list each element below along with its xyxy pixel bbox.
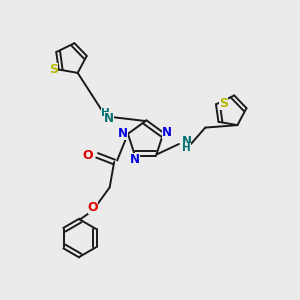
Text: N: N	[182, 134, 191, 148]
Text: S: S	[49, 63, 58, 76]
Text: H: H	[101, 108, 110, 118]
Text: H: H	[182, 143, 191, 153]
Text: N: N	[104, 112, 114, 125]
Text: N: N	[162, 126, 172, 139]
Text: O: O	[83, 149, 94, 162]
Text: N: N	[118, 127, 128, 140]
Text: S: S	[219, 97, 228, 110]
Text: O: O	[88, 201, 98, 214]
Text: N: N	[130, 153, 140, 166]
